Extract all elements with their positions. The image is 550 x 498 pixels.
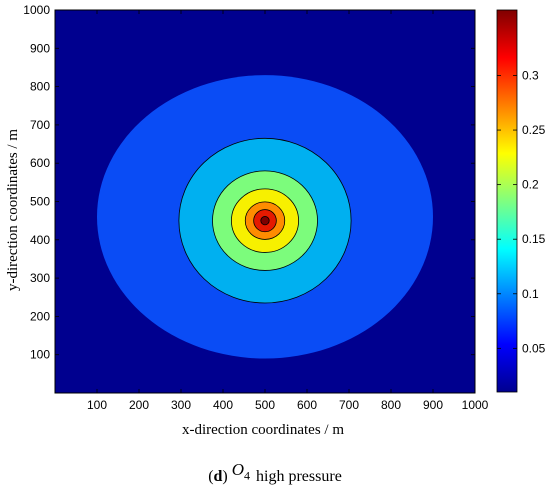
x-tick-label: 200 xyxy=(129,398,149,412)
y-tick-label: 500 xyxy=(30,195,50,209)
y-tick-label: 600 xyxy=(30,156,50,170)
x-tick-label: 900 xyxy=(423,398,443,412)
plot-area xyxy=(55,10,475,393)
caption-symbol: O4 xyxy=(231,460,251,483)
colorbar: 0.05 0.1 0.15 0.2 0.25 0.3 xyxy=(496,9,546,393)
y-tick-label: 700 xyxy=(30,118,50,132)
contour-band-0.35 xyxy=(260,216,270,226)
colorbar-tick-label: 0.05 xyxy=(522,341,546,355)
caption-label: d xyxy=(213,468,223,485)
x-tick-label: 700 xyxy=(339,398,359,412)
y-tick-label: 900 xyxy=(30,41,50,55)
x-tick-label: 100 xyxy=(87,398,107,412)
x-tick-label: 800 xyxy=(381,398,401,412)
caption-text: high pressure xyxy=(256,468,342,485)
colorbar-tick-label: 0.15 xyxy=(522,232,546,246)
colorbar-bar xyxy=(496,9,518,393)
caption-symbol-subscript: 4 xyxy=(244,468,251,483)
figure-caption: (d) O4 high pressure xyxy=(208,460,342,485)
y-tick-label: 800 xyxy=(30,80,50,94)
caption-symbol-letter: O xyxy=(231,460,245,479)
colorbar-tick-label: 0.1 xyxy=(522,287,539,301)
x-tick-label: 600 xyxy=(297,398,317,412)
x-tick-label: 400 xyxy=(213,398,233,412)
y-tick-label: 400 xyxy=(30,233,50,247)
x-tick-label: 300 xyxy=(171,398,191,412)
y-axis-label: y-direction coordinates / m xyxy=(5,129,21,291)
y-tick-label: 300 xyxy=(30,271,50,285)
x-tick-label: 500 xyxy=(255,398,275,412)
x-axis-label: x-direction coordinates / m xyxy=(182,422,344,438)
axes: 100 200 300 400 500 600 700 800 900 1000 100 200 300… xyxy=(23,3,488,412)
x-tick-label: 1000 xyxy=(462,398,489,412)
colorbar-tick-label: 0.2 xyxy=(522,178,539,192)
colorbar-tick-label: 0.3 xyxy=(522,68,539,82)
y-tick-label: 200 xyxy=(30,309,50,323)
colorbar-tick-label: 0.25 xyxy=(522,123,546,137)
y-tick-label: 1000 xyxy=(23,3,50,17)
contour-bands xyxy=(97,75,433,359)
y-tick-label: 100 xyxy=(30,348,50,362)
